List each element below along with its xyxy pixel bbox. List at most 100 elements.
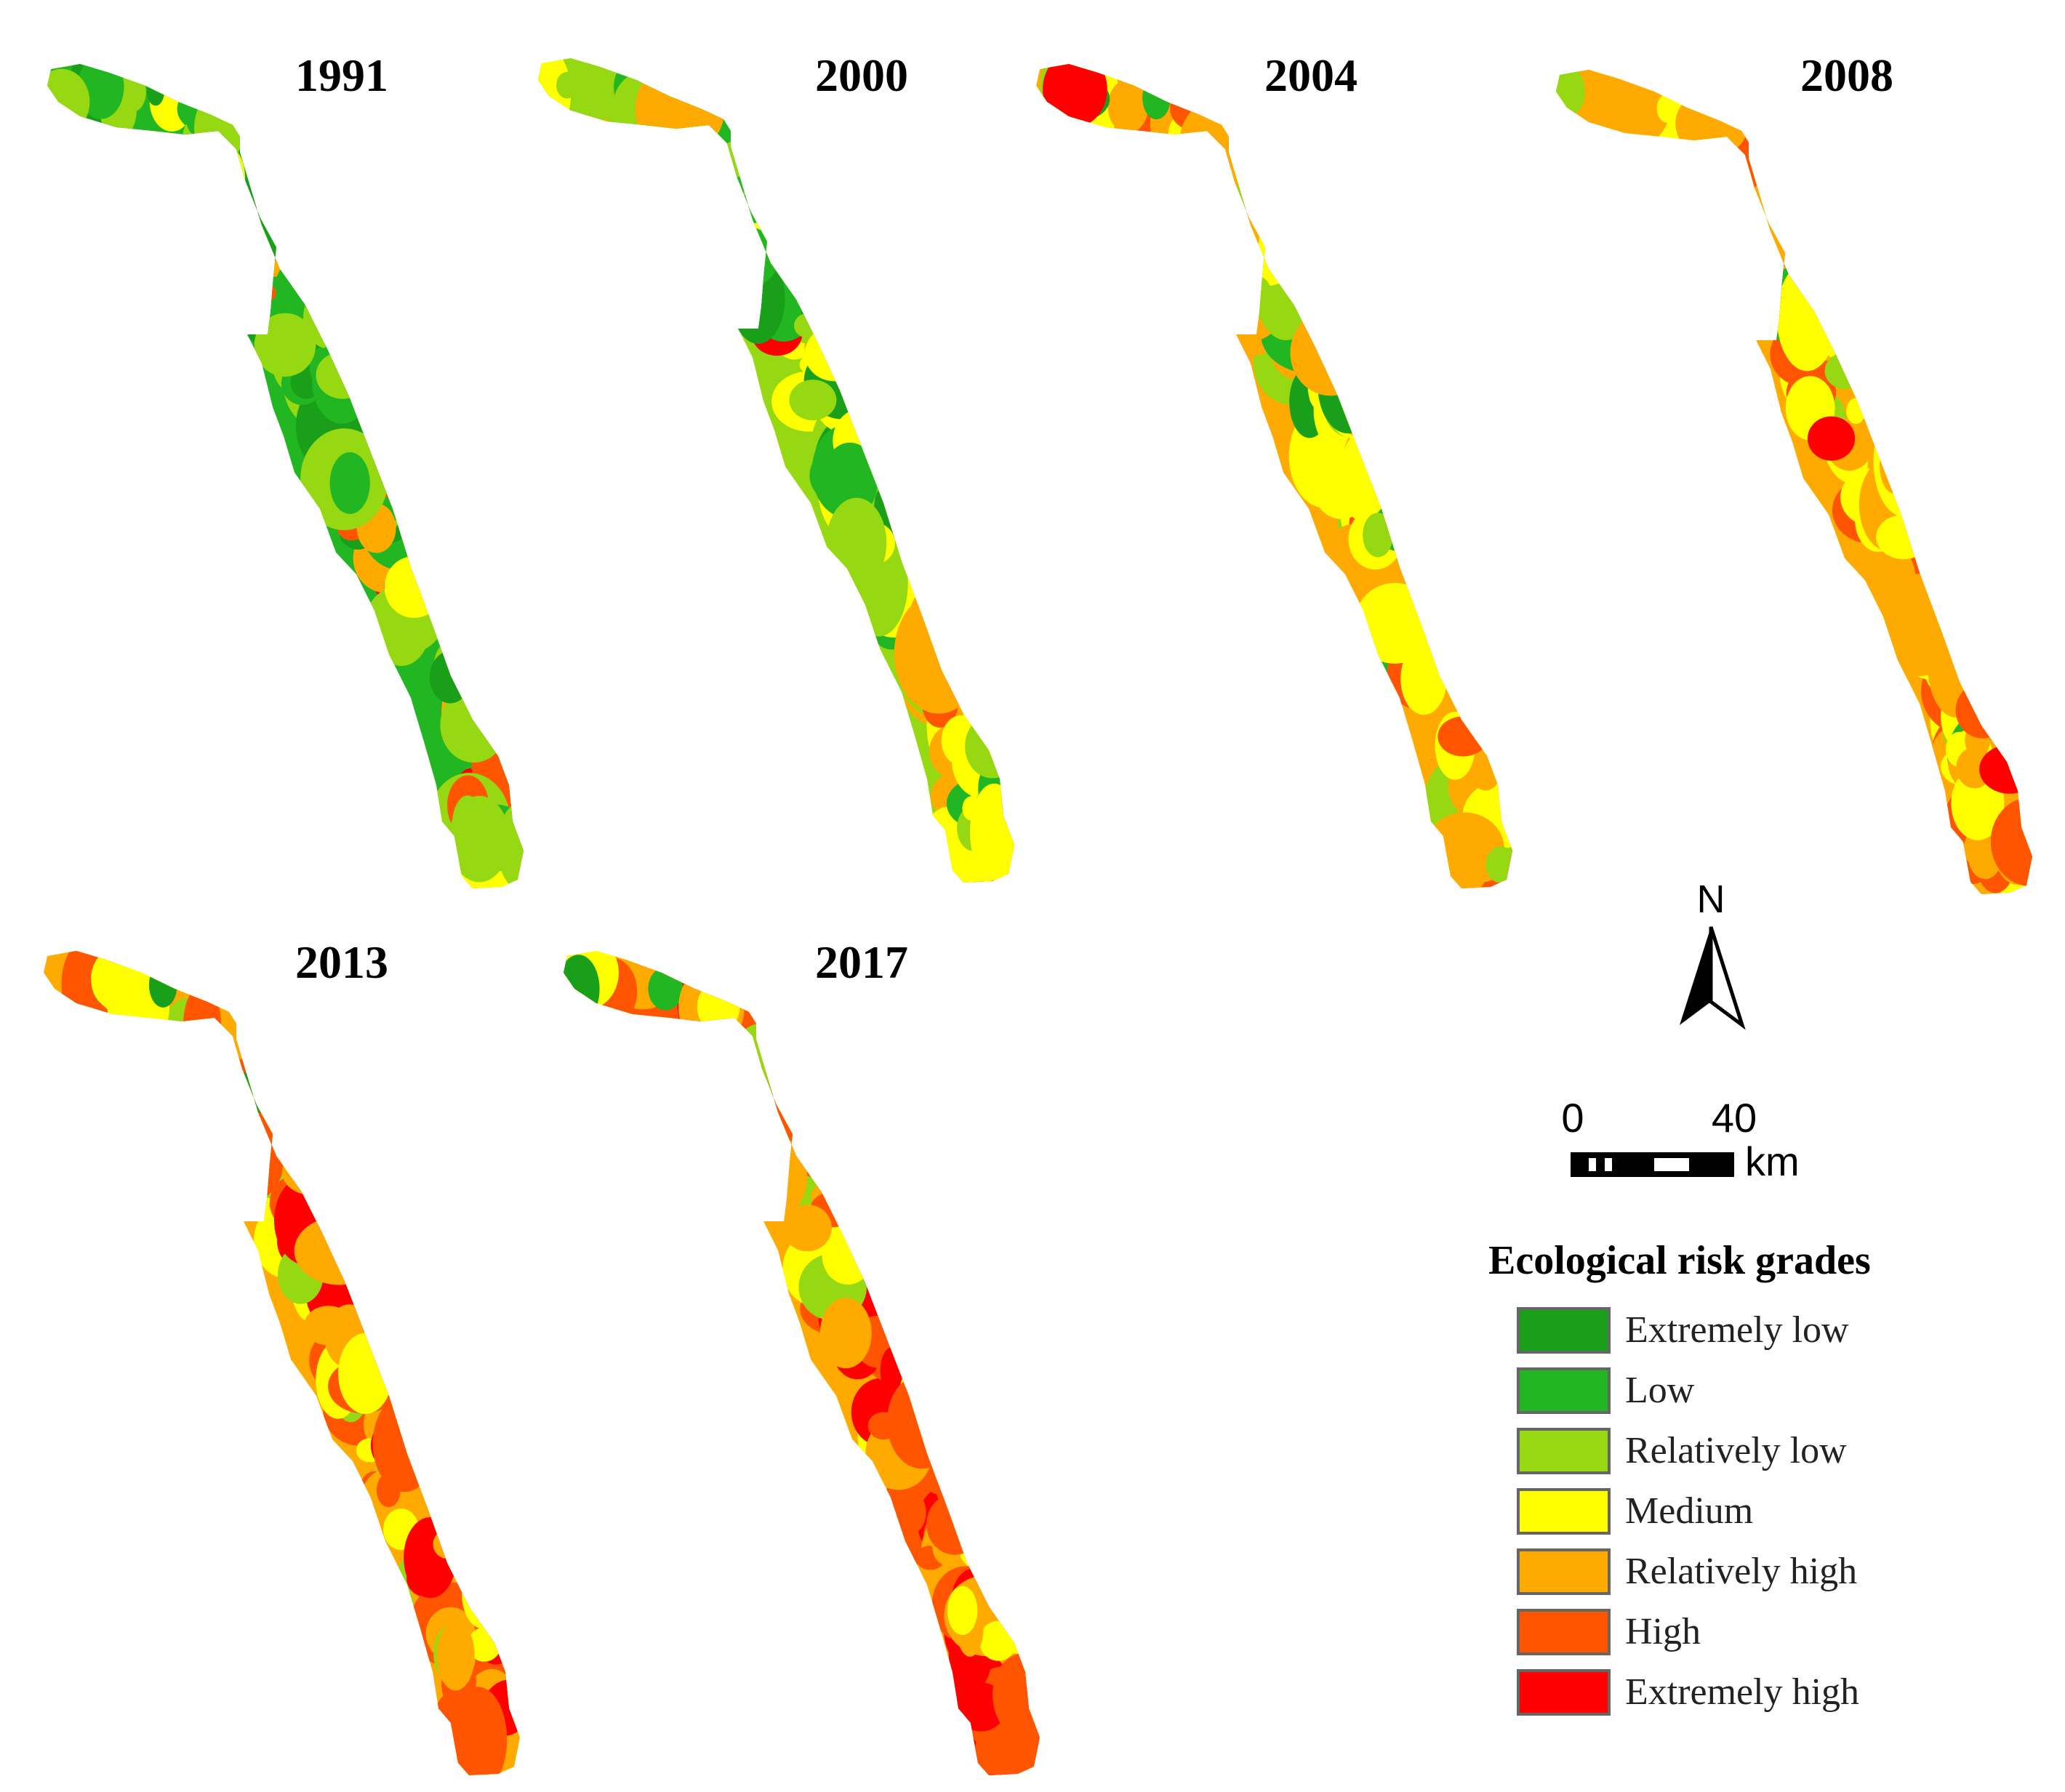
risk-patch [1873, 406, 1934, 517]
risk-patch [449, 795, 510, 883]
risk-patch [254, 313, 316, 377]
legend-item: Low [1517, 1367, 1695, 1414]
legend: Ecological risk grades Extremely low Low R… [1488, 1238, 1871, 1716]
risk-patch [148, 962, 177, 1008]
risk-patch [886, 1374, 957, 1469]
risk-patch [207, 1058, 262, 1131]
risk-patch [1909, 513, 1944, 549]
risk-patch [220, 1066, 283, 1140]
risk-patch [185, 144, 263, 257]
risk-patch [247, 143, 272, 189]
risk-patch [735, 1022, 798, 1073]
risk-patch [732, 1038, 808, 1127]
risk-patch [257, 1107, 311, 1156]
risk-patch [249, 238, 276, 271]
risk-patch [635, 61, 725, 157]
risk-patch [1717, 212, 1800, 277]
risk-patch [1209, 205, 1259, 267]
risk-patch [225, 1095, 262, 1125]
north-arrow-right-half [1709, 926, 1746, 1030]
legend-label: Extremely high [1625, 1671, 1859, 1713]
panel-year-1991: 1991 [295, 49, 388, 101]
risk-patch [194, 92, 244, 165]
risk-patch [1556, 70, 1585, 116]
risk-patch [1776, 262, 1837, 371]
risk-patch [250, 142, 294, 202]
risk-patch [819, 1298, 872, 1369]
risk-patch [737, 1088, 761, 1135]
risk-patch [1898, 629, 1935, 673]
risk-patch [693, 145, 741, 201]
risk-patch [724, 103, 771, 153]
risk-patch [690, 130, 754, 190]
risk-patch [1675, 89, 1749, 158]
risk-patch [1378, 611, 1400, 640]
risk-patch [266, 182, 311, 249]
risk-patch [761, 1026, 801, 1073]
risk-patch [1396, 529, 1430, 570]
risk-patch [955, 1503, 1014, 1572]
risk-background-2017 [564, 951, 1040, 1775]
risk-patch [1245, 196, 1272, 227]
risk-patch [217, 1072, 264, 1168]
risk-patch [338, 1333, 393, 1415]
risk-patch [1828, 300, 1853, 339]
risk-patch [230, 1086, 308, 1152]
risk-patch [979, 1620, 1017, 1661]
scale-bar-base [1571, 1152, 1734, 1177]
risk-patch [1471, 755, 1501, 791]
scale-bar-gap-3 [1654, 1158, 1689, 1171]
risk-patch [449, 627, 497, 688]
risk-patch [1783, 224, 1803, 260]
risk-patch [1876, 515, 1931, 560]
risk-patch [794, 313, 821, 338]
scale-bar: 0 40 km [1561, 1095, 1799, 1184]
risk-patch [965, 714, 1014, 779]
risk-patch [993, 1653, 1040, 1737]
risk-patch [703, 149, 745, 218]
risk-patch [1471, 694, 1493, 727]
risk-patch [1199, 191, 1244, 252]
risk-patch [434, 1490, 465, 1535]
risk-patch [734, 130, 763, 154]
risk-region-2017 [564, 951, 1040, 1775]
legend-label: High [1625, 1611, 1701, 1652]
risk-patch [384, 556, 444, 618]
risk-region-2004 [1036, 64, 1512, 888]
map-panel-2017: 2017 [564, 936, 1040, 1775]
risk-patch [191, 1029, 260, 1117]
risk-patch [222, 116, 310, 203]
legend-title: Ecological risk grades [1488, 1238, 1871, 1283]
risk-patch [1808, 416, 1856, 461]
risk-fill-2000 [538, 58, 1014, 883]
risk-patch [255, 1102, 285, 1133]
legend-item: Relatively high [1517, 1548, 1857, 1595]
risk-patch [698, 1032, 757, 1093]
legend-swatch [1517, 1548, 1611, 1595]
risk-patch [789, 379, 837, 421]
legend-item: High [1517, 1609, 1701, 1655]
risk-patch [1961, 662, 1987, 696]
risk-patch [328, 303, 353, 340]
risk-patch [648, 967, 683, 1010]
scale-bar-gap-2 [1605, 1158, 1612, 1171]
risk-patch [926, 1493, 985, 1555]
risk-patch [1251, 190, 1302, 271]
risk-patch [47, 68, 90, 135]
risk-patch [753, 149, 774, 174]
risk-region-2008 [1556, 70, 2032, 894]
risk-patch [429, 651, 471, 704]
panel-year-2008: 2008 [1800, 49, 1893, 101]
risk-patch [225, 1112, 285, 1200]
risk-patch [1742, 164, 1789, 219]
risk-patch [462, 1558, 503, 1628]
risk-patch [372, 1395, 437, 1492]
map-panel-1991: 1991 [47, 49, 524, 888]
risk-patch [763, 1105, 811, 1168]
risk-region-2013 [44, 951, 520, 1775]
legend-label: Relatively low [1625, 1430, 1847, 1471]
risk-patch [280, 1136, 304, 1167]
risk-patch [1223, 217, 1304, 286]
panel-year-2004: 2004 [1264, 49, 1358, 101]
